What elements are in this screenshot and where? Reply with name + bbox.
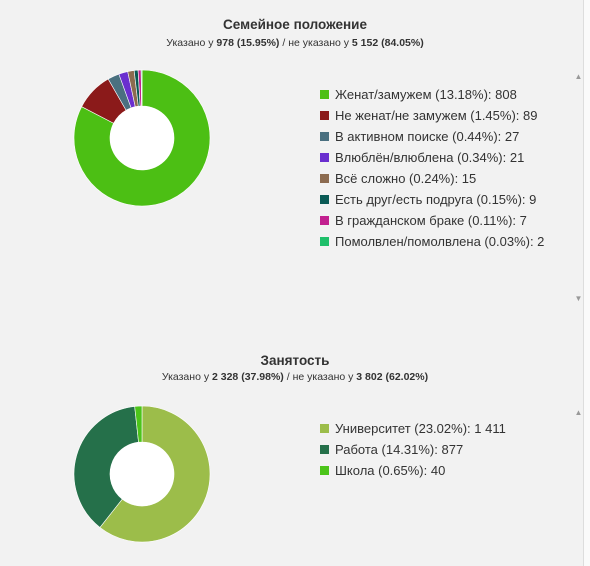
legend-swatch xyxy=(320,424,329,433)
legend-swatch xyxy=(320,195,329,204)
legend-swatch xyxy=(320,237,329,246)
marital-donut-chart[interactable] xyxy=(68,64,216,212)
legend-swatch xyxy=(320,90,329,99)
legend-swatch xyxy=(320,153,329,162)
legend-swatch xyxy=(320,445,329,454)
pie-slice[interactable] xyxy=(140,69,143,107)
donut-hole xyxy=(110,106,174,170)
chart-subtitle: Указано у 2 328 (37.98%) / не указано у … xyxy=(0,371,590,383)
legend-item[interactable]: Университет (23.02%): 1 411 xyxy=(320,418,506,439)
legend-label: В активном поиске (0.44%): 27 xyxy=(335,129,520,144)
legend-label: Женат/замужем (13.18%): 808 xyxy=(335,87,517,102)
legend-label: Школа (0.65%): 40 xyxy=(335,463,446,478)
legend-scroll-up-icon[interactable]: ▲ xyxy=(574,72,583,81)
subtitle-specified: 978 (15.95%) xyxy=(216,37,280,49)
chart-subtitle: Указано у 978 (15.95%) / не указано у 5 … xyxy=(0,37,590,49)
legend-label: Влюблён/влюблена (0.34%): 21 xyxy=(335,150,525,165)
employment-donut-chart[interactable] xyxy=(68,400,216,548)
subtitle-unspecified: 5 152 (84.05%) xyxy=(351,37,424,49)
employment-panel: Занятость Указано у 2 328 (37.98%) / не … xyxy=(0,344,590,566)
legend-swatch xyxy=(320,466,329,475)
legend-scroll-down-icon[interactable]: ▼ xyxy=(574,294,583,303)
legend-item[interactable]: Всё сложно (0.24%): 15 xyxy=(320,168,544,189)
legend-item[interactable]: В активном поиске (0.44%): 27 xyxy=(320,126,544,147)
subtitle-specified: 2 328 (37.98%) xyxy=(212,371,284,383)
legend-label: Всё сложно (0.24%): 15 xyxy=(335,171,477,186)
marital-legend: Женат/замужем (13.18%): 808 Не женат/не з… xyxy=(320,84,544,252)
legend-item[interactable]: Работа (14.31%): 877 xyxy=(320,439,506,460)
donut-hole xyxy=(110,442,174,506)
legend-swatch xyxy=(320,216,329,225)
marital-status-panel: Семейное положение Указано у 978 (15.95%… xyxy=(0,17,590,303)
subtitle-separator: / не указано у xyxy=(283,371,357,383)
legend-item[interactable]: Влюблён/влюблена (0.34%): 21 xyxy=(320,147,544,168)
chart-title: Семейное положение xyxy=(223,17,367,32)
legend-swatch xyxy=(320,132,329,141)
subtitle-unspecified: 3 802 (62.02%) xyxy=(356,371,429,383)
employment-legend: Университет (23.02%): 1 411 Работа (14.31… xyxy=(320,418,506,481)
legend-swatch xyxy=(320,111,329,120)
subtitle-prefix: Указано у xyxy=(166,37,217,49)
legend-item[interactable]: Помолвлен/помолвлена (0.03%): 2 xyxy=(320,231,544,252)
legend-item[interactable]: Есть друг/есть подруга (0.15%): 9 xyxy=(320,189,544,210)
subtitle-separator: / не указано у xyxy=(279,37,352,49)
legend-label: Помолвлен/помолвлена (0.03%): 2 xyxy=(335,234,545,249)
page-scrollbar[interactable] xyxy=(583,0,590,566)
legend-swatch xyxy=(320,174,329,183)
legend-label: Есть друг/есть подруга (0.15%): 9 xyxy=(335,192,537,207)
legend-label: Работа (14.31%): 877 xyxy=(335,442,464,457)
chart-title: Занятость xyxy=(260,353,330,368)
legend-item[interactable]: В гражданском браке (0.11%): 7 xyxy=(320,210,544,231)
legend-item[interactable]: Школа (0.65%): 40 xyxy=(320,460,506,481)
legend-scroll-up-icon[interactable]: ▲ xyxy=(574,408,583,417)
legend-label: В гражданском браке (0.11%): 7 xyxy=(335,213,527,228)
legend-item[interactable]: Женат/замужем (13.18%): 808 xyxy=(320,84,544,105)
legend-item[interactable]: Не женат/не замужем (1.45%): 89 xyxy=(320,105,544,126)
legend-label: Не женат/не замужем (1.45%): 89 xyxy=(335,108,538,123)
subtitle-prefix: Указано у xyxy=(161,371,212,383)
legend-label: Университет (23.02%): 1 411 xyxy=(335,421,506,436)
